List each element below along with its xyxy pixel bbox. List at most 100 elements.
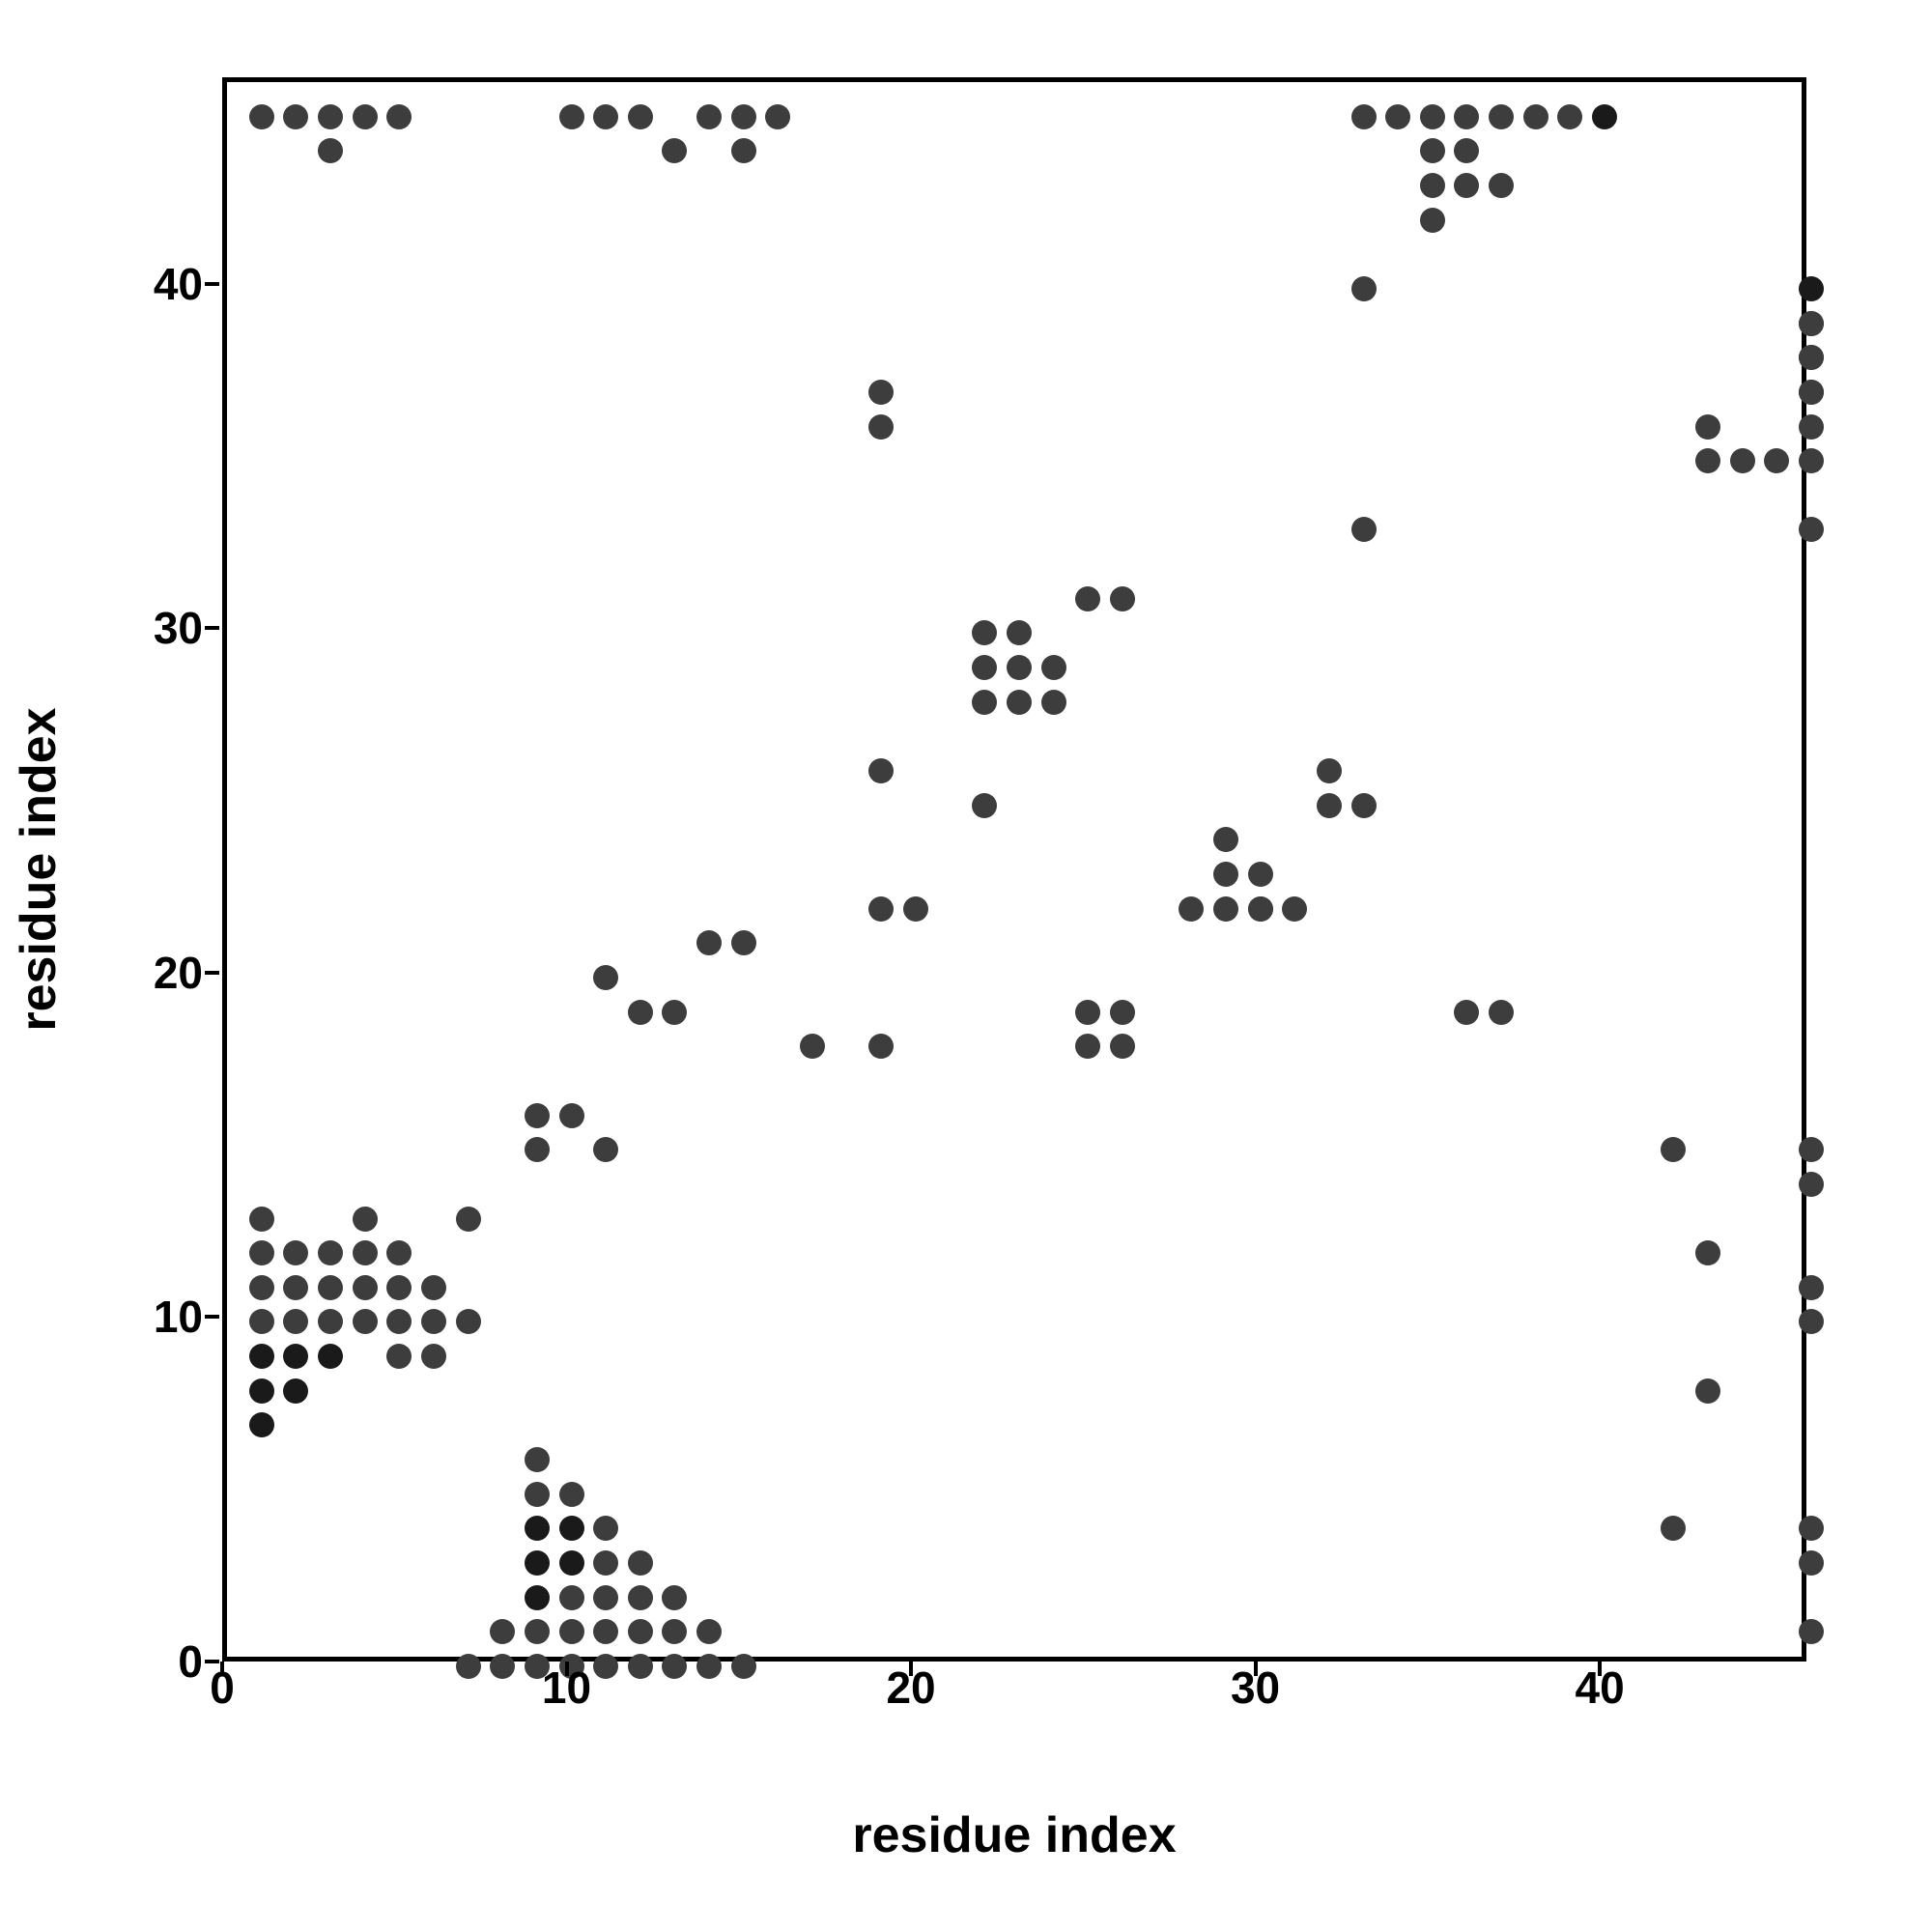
contact-point <box>1695 1378 1720 1404</box>
contact-point <box>1799 448 1824 473</box>
contact-point <box>318 1240 343 1265</box>
contact-point <box>318 1344 343 1369</box>
contact-point <box>1489 104 1514 129</box>
x-tick-label-10: 10 <box>542 1662 591 1714</box>
contact-point <box>386 1240 412 1265</box>
contact-point <box>1661 1516 1686 1541</box>
contact-point <box>662 1619 687 1644</box>
contact-point <box>283 1309 308 1334</box>
contact-point <box>525 1482 550 1507</box>
contact-point <box>386 104 412 129</box>
contact-point <box>249 1275 274 1300</box>
contact-point <box>456 1309 481 1334</box>
contact-point <box>1110 1034 1135 1059</box>
contact-point <box>353 1275 378 1300</box>
contact-point <box>662 1000 687 1025</box>
contact-point <box>765 104 790 129</box>
contact-point <box>800 1034 825 1059</box>
contact-point <box>628 1000 653 1025</box>
contact-point <box>1799 1137 1824 1162</box>
contact-point <box>1213 827 1238 852</box>
contact-point <box>628 104 653 129</box>
contact-point <box>386 1344 412 1369</box>
contact-point <box>559 104 584 129</box>
contact-point <box>1799 1275 1824 1300</box>
contact-point <box>525 1550 550 1576</box>
contact-point <box>1213 896 1238 922</box>
contact-point <box>421 1275 446 1300</box>
x-tick-label-20: 20 <box>886 1662 935 1714</box>
contact-point <box>283 104 308 129</box>
contact-point <box>1489 1000 1514 1025</box>
contact-point <box>559 1585 584 1610</box>
contact-point <box>593 1516 618 1541</box>
contact-point <box>1695 1240 1720 1265</box>
contact-point <box>353 1240 378 1265</box>
contact-point <box>386 1275 412 1300</box>
contact-point <box>662 138 687 163</box>
contact-point <box>490 1619 515 1644</box>
contact-point <box>972 655 997 680</box>
contact-point <box>1420 138 1445 163</box>
contact-point <box>283 1240 308 1265</box>
contact-point <box>1764 448 1789 473</box>
contact-point <box>249 1240 274 1265</box>
y-tick-mark-10 <box>205 1315 219 1319</box>
contact-point <box>1799 1309 1824 1334</box>
contact-point <box>1454 138 1479 163</box>
contact-point <box>731 930 756 955</box>
contact-point <box>593 1137 618 1162</box>
y-tick-label-10: 10 <box>145 1291 203 1343</box>
contact-map-plot: residue index residue index <box>0 0 1932 1932</box>
contact-point <box>559 1103 584 1128</box>
y-tick-mark-40 <box>205 282 219 286</box>
contact-point <box>249 1378 274 1404</box>
x-axis-label: residue index <box>222 1806 1806 1864</box>
y-tick-label-20: 20 <box>145 947 203 999</box>
contact-point <box>1041 690 1066 715</box>
contact-point <box>1420 173 1445 198</box>
contact-point <box>1799 345 1824 370</box>
contact-point <box>696 930 722 955</box>
contact-point <box>1420 104 1445 129</box>
contact-point <box>1317 793 1342 818</box>
contact-point <box>318 1309 343 1334</box>
contact-point <box>1730 448 1755 473</box>
contact-point <box>1282 896 1307 922</box>
contact-point <box>283 1378 308 1404</box>
contact-point <box>731 104 756 129</box>
y-tick-label-30: 30 <box>145 602 203 654</box>
contact-point <box>318 138 343 163</box>
contact-point <box>283 1344 308 1369</box>
contact-point <box>525 1137 550 1162</box>
contact-point <box>696 104 722 129</box>
contact-point <box>456 1207 481 1232</box>
contact-point <box>1799 517 1824 542</box>
contact-point <box>868 414 894 440</box>
contact-point <box>1489 173 1514 198</box>
contact-point <box>662 1585 687 1610</box>
y-tick-mark-20 <box>205 971 219 975</box>
contact-point <box>868 1034 894 1059</box>
contact-point <box>1351 276 1377 301</box>
contact-point <box>1248 862 1273 887</box>
contact-point <box>249 1309 274 1334</box>
contact-point <box>1799 276 1824 301</box>
contact-point <box>249 104 274 129</box>
contact-point <box>1351 104 1377 129</box>
contact-point <box>593 1585 618 1610</box>
contact-point <box>1454 104 1479 129</box>
contact-point <box>1799 1550 1824 1576</box>
contact-point <box>593 104 618 129</box>
contact-point <box>628 1619 653 1644</box>
contact-point <box>1799 311 1824 336</box>
contact-point <box>1007 620 1032 645</box>
y-tick-mark-0 <box>205 1660 219 1663</box>
contact-point <box>1007 690 1032 715</box>
contact-point <box>593 1619 618 1644</box>
contact-point <box>421 1309 446 1334</box>
contact-point <box>1420 208 1445 233</box>
contact-point <box>525 1103 550 1128</box>
contact-point <box>1454 173 1479 198</box>
contact-point <box>972 793 997 818</box>
